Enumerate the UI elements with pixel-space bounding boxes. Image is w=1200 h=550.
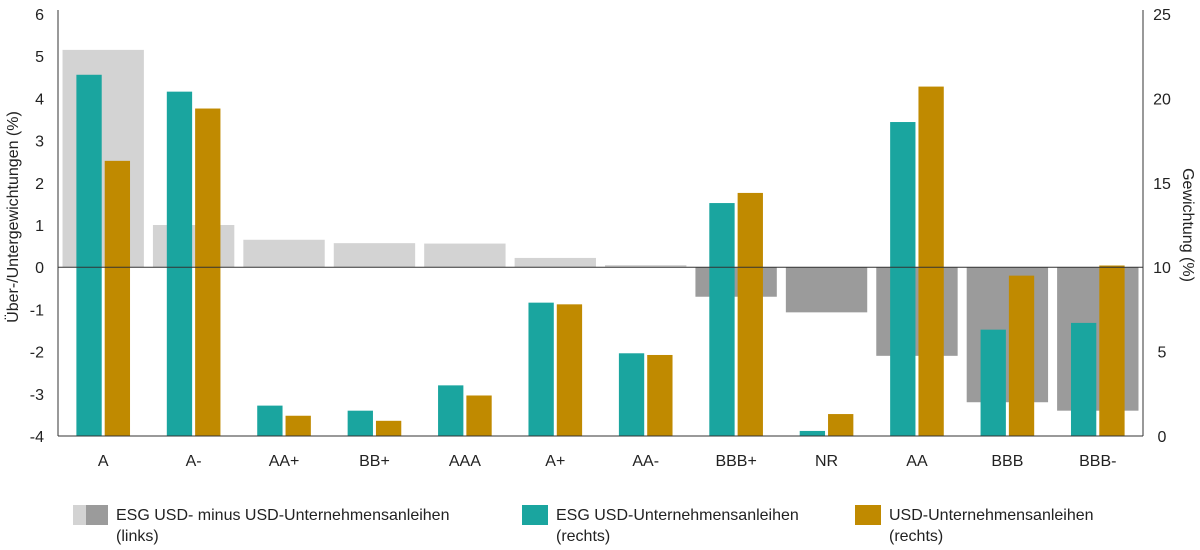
- legend-swatch-difference-dark: [86, 505, 108, 525]
- legend-label-difference: ESG USD- minus USD-Unternehmensanleihen: [116, 507, 450, 524]
- x-tick-label: BBB-: [1079, 453, 1116, 470]
- bar-esg-A+: [528, 302, 554, 436]
- bar-usd-BBB+: [737, 192, 763, 436]
- right-tick-label: 20: [1153, 91, 1171, 108]
- bar-difference-A-: [152, 225, 235, 268]
- bar-esg-A-: [166, 91, 193, 436]
- bar-usd-AA+: [285, 415, 311, 436]
- bar-usd-NR: [828, 414, 854, 436]
- bar-usd-A+: [556, 304, 583, 436]
- legend-item-esg: ESG USD-Unternehmensanleihen (rechts): [522, 505, 799, 547]
- x-tick-label: BB+: [359, 453, 390, 470]
- bar-usd-AA-: [647, 354, 673, 436]
- bar-difference-AA+: [243, 239, 325, 268]
- chart: A A- AA+ BB+ AAA A+ AA- BBB+ NR AA BBB BBB-6543210-…: [4, 7, 1196, 470]
- x-tick-label: AA-: [632, 453, 659, 470]
- x-tick-label: BBB: [991, 453, 1023, 470]
- bar-difference-AA: [876, 267, 958, 356]
- left-tick-label: -4: [30, 429, 44, 446]
- left-tick-label: 1: [35, 218, 44, 235]
- x-tick-label: BBB+: [715, 453, 756, 470]
- legend-swatch-esg: [522, 505, 548, 525]
- legend-label-usd-axis: (rechts): [889, 528, 944, 545]
- bar-esg-BBB+: [709, 203, 735, 436]
- left-tick-label: 2: [35, 176, 44, 193]
- bar-usd-A-: [195, 108, 221, 436]
- bar-difference-NR: [785, 267, 868, 313]
- legend-label-usd: USD-Unternehmensanleihen: [889, 507, 1094, 524]
- x-tick-label: AA+: [269, 453, 300, 470]
- x-tick-label: AA: [906, 453, 928, 470]
- left-tick-label: 0: [35, 260, 44, 277]
- left-axis-title: Über-/Untergewichtungen (%): [4, 111, 22, 323]
- right-axis-title: Gewichtung (%): [1179, 168, 1196, 282]
- weight-bars: [76, 74, 1125, 437]
- x-tick-label: NR: [815, 453, 838, 470]
- right-tick-label: 5: [1158, 345, 1167, 362]
- left-tick-label: -1: [30, 302, 44, 319]
- right-tick-label: 10: [1153, 260, 1171, 277]
- bar-usd-BBB: [1008, 275, 1035, 436]
- legend-item-difference: ESG USD- minus USD-Unternehmensanleihen …: [73, 505, 449, 547]
- legend-label-esg: ESG USD-Unternehmensanleihen: [556, 507, 799, 524]
- left-tick-label: 3: [35, 134, 44, 151]
- left-tick-label: 6: [35, 7, 44, 24]
- bar-esg-BBB: [980, 329, 1006, 436]
- legend-label-difference-axis: (links): [116, 528, 159, 545]
- legend-label-esg-axis: (rechts): [556, 528, 611, 545]
- axes: [57, 10, 1144, 437]
- bar-difference-BBB: [966, 267, 1049, 403]
- legend-swatch-difference-light: [73, 505, 86, 525]
- bar-difference-A: [62, 49, 144, 268]
- legend: ESG USD- minus USD-Unternehmensanleihen …: [0, 505, 1200, 550]
- bar-esg-AA: [890, 122, 916, 437]
- bar-usd-AA: [918, 86, 944, 437]
- right-tick-label: 0: [1158, 429, 1167, 446]
- bar-esg-AA+: [257, 405, 283, 436]
- bar-difference-A+: [514, 257, 596, 268]
- bar-usd-A: [104, 160, 131, 436]
- bar-difference-AAA: [424, 243, 506, 268]
- bar-difference-BBB-: [1057, 267, 1139, 411]
- left-tick-label: 5: [35, 49, 44, 66]
- bar-esg-AA-: [618, 353, 645, 436]
- bar-esg-BB+: [347, 410, 373, 436]
- x-tick-label: A-: [186, 453, 202, 470]
- bar-esg-AAA: [438, 385, 464, 436]
- tick-labels: A A- AA+ BB+ AAA A+ AA- BBB+ NR AA BBB BBB-6543210-…: [30, 7, 1171, 470]
- x-tick-label: A+: [545, 453, 565, 470]
- difference-bars: [62, 49, 1139, 411]
- bar-esg-NR: [799, 430, 826, 436]
- right-tick-label: 15: [1153, 176, 1171, 193]
- left-tick-label: -3: [30, 387, 44, 404]
- bar-usd-BBB-: [1099, 265, 1125, 436]
- bar-difference-BB+: [333, 243, 416, 268]
- bar-difference-BBB+: [695, 267, 777, 297]
- left-tick-label: 4: [35, 91, 44, 108]
- x-tick-label: AAA: [449, 453, 481, 470]
- x-tick-label: A: [98, 453, 109, 470]
- bar-esg-BBB-: [1070, 322, 1097, 436]
- right-tick-label: 25: [1153, 7, 1171, 24]
- legend-swatch-usd: [855, 505, 881, 525]
- bar-usd-AAA: [466, 395, 492, 436]
- left-tick-label: -2: [30, 345, 44, 362]
- bar-usd-BB+: [375, 420, 402, 436]
- legend-item-usd: USD-Unternehmensanleihen (rechts): [855, 505, 1094, 547]
- bar-difference-AA-: [605, 265, 687, 268]
- bar-esg-A: [76, 74, 102, 436]
